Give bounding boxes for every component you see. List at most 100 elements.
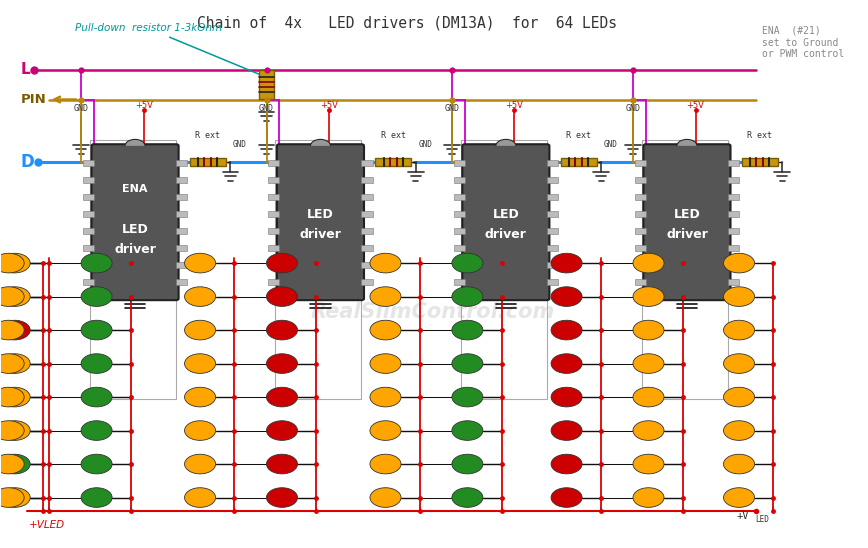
Text: PIN: PIN: [20, 93, 46, 106]
Circle shape: [185, 421, 215, 441]
Bar: [361, 160, 372, 166]
Circle shape: [551, 387, 582, 407]
Text: +V: +V: [736, 511, 748, 521]
Bar: [82, 278, 94, 284]
Circle shape: [185, 454, 215, 474]
Bar: [361, 211, 372, 216]
Bar: [728, 211, 740, 216]
Text: driver: driver: [485, 228, 527, 241]
Circle shape: [0, 488, 30, 507]
Circle shape: [370, 320, 401, 340]
Bar: [259, 70, 274, 99]
Circle shape: [0, 454, 24, 474]
Circle shape: [266, 387, 298, 407]
Text: R ext: R ext: [195, 132, 220, 140]
Bar: [268, 160, 279, 166]
Circle shape: [266, 253, 298, 273]
Bar: [547, 177, 558, 183]
Circle shape: [185, 354, 215, 373]
Text: R ext: R ext: [381, 132, 406, 140]
Circle shape: [81, 421, 112, 441]
Bar: [361, 227, 372, 233]
Bar: [454, 278, 465, 284]
Circle shape: [633, 421, 664, 441]
Bar: [547, 211, 558, 216]
Circle shape: [551, 454, 582, 474]
Text: LED: LED: [755, 515, 769, 524]
Bar: [176, 278, 187, 284]
Bar: [454, 177, 465, 183]
Text: Pull-down  resistor 1-3kOhm: Pull-down resistor 1-3kOhm: [75, 24, 266, 78]
Circle shape: [452, 387, 483, 407]
Circle shape: [370, 253, 401, 273]
Circle shape: [452, 488, 483, 507]
Text: L: L: [20, 62, 30, 77]
Circle shape: [266, 320, 298, 340]
FancyBboxPatch shape: [643, 144, 731, 300]
Circle shape: [266, 287, 298, 306]
Bar: [547, 261, 558, 267]
Circle shape: [724, 421, 754, 441]
Circle shape: [452, 287, 483, 306]
Circle shape: [185, 320, 215, 340]
Text: LED: LED: [674, 208, 700, 221]
Circle shape: [551, 287, 582, 306]
Circle shape: [724, 387, 754, 407]
Circle shape: [452, 320, 483, 340]
Circle shape: [81, 387, 112, 407]
Circle shape: [0, 454, 30, 474]
Bar: [268, 177, 279, 183]
Circle shape: [0, 253, 30, 273]
Bar: [176, 261, 187, 267]
Bar: [82, 211, 94, 216]
Circle shape: [370, 488, 401, 507]
Bar: [635, 160, 646, 166]
Circle shape: [0, 287, 24, 306]
Circle shape: [81, 454, 112, 474]
Bar: [89, 140, 176, 399]
Text: GND: GND: [444, 104, 459, 113]
Text: LED: LED: [307, 208, 334, 221]
Bar: [268, 227, 279, 233]
Bar: [82, 177, 94, 183]
Circle shape: [551, 354, 582, 373]
Circle shape: [452, 253, 483, 273]
Bar: [82, 244, 94, 250]
Text: R ext: R ext: [747, 132, 773, 140]
Wedge shape: [311, 140, 330, 146]
Wedge shape: [677, 140, 696, 146]
Circle shape: [370, 387, 401, 407]
Bar: [361, 278, 372, 284]
Circle shape: [633, 454, 664, 474]
Circle shape: [266, 454, 298, 474]
Bar: [268, 278, 279, 284]
Bar: [82, 261, 94, 267]
Text: GND: GND: [74, 104, 89, 113]
Circle shape: [0, 320, 24, 340]
Bar: [547, 227, 558, 233]
Circle shape: [370, 287, 401, 306]
Circle shape: [185, 387, 215, 407]
Circle shape: [0, 287, 30, 306]
Text: GND: GND: [233, 140, 247, 149]
Circle shape: [633, 253, 664, 273]
Circle shape: [0, 488, 24, 507]
Text: +5V: +5V: [505, 101, 523, 111]
Text: RealSlimControl.com: RealSlimControl.com: [311, 302, 555, 322]
Circle shape: [266, 421, 298, 441]
Circle shape: [0, 421, 30, 441]
Bar: [547, 244, 558, 250]
Circle shape: [81, 320, 112, 340]
Circle shape: [81, 287, 112, 306]
Bar: [461, 140, 547, 399]
Circle shape: [370, 454, 401, 474]
Bar: [361, 194, 372, 200]
Circle shape: [633, 287, 664, 306]
Circle shape: [370, 421, 401, 441]
Bar: [268, 244, 279, 250]
Circle shape: [0, 354, 30, 373]
Circle shape: [551, 253, 582, 273]
Text: ENA: ENA: [122, 184, 148, 193]
Text: LED: LED: [492, 208, 519, 221]
Bar: [547, 194, 558, 200]
